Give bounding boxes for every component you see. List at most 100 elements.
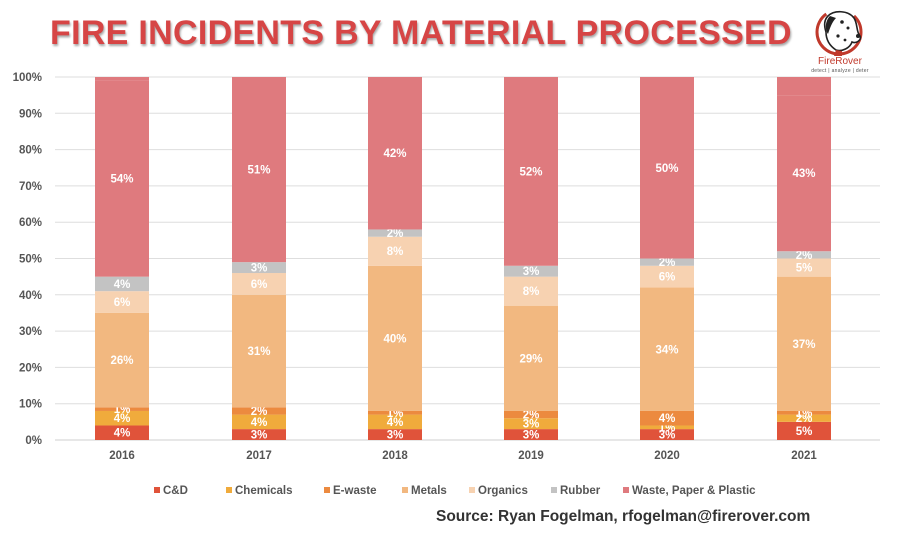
logo-tagline: detect | analyze | deter [811, 68, 869, 74]
bar-segment [368, 236, 422, 266]
bar-segment-remainder [95, 77, 149, 81]
data-label: 3% [523, 430, 540, 442]
bar-segment [95, 276, 149, 292]
data-label: 3% [659, 430, 676, 442]
x-tick-label: 2016 [109, 450, 135, 462]
bar-segment [777, 251, 831, 259]
data-label: 4% [387, 417, 404, 429]
legend-swatch [154, 487, 160, 493]
legend: C&D Chemicals E-waste Metals Organics Rubber W… [154, 485, 756, 497]
data-label: 3% [251, 263, 268, 275]
source-credit: Source: Ryan Fogelman, rfogelman@firerov… [436, 508, 811, 525]
bar-segment [777, 414, 831, 422]
data-label: 37% [792, 339, 815, 351]
data-label: 2% [659, 257, 676, 269]
data-label: 2% [796, 413, 813, 425]
bar-segment [95, 425, 149, 440]
bar-segment [232, 429, 286, 440]
legend-swatch [469, 487, 475, 493]
data-label: 26% [110, 355, 133, 367]
data-label: 50% [655, 163, 678, 175]
chart-title: FIRE INCIDENTS BY MATERIAL PROCESSED [50, 14, 792, 52]
data-label: 3% [523, 266, 540, 278]
data-label: 6% [251, 279, 268, 291]
data-label: 4% [114, 279, 131, 291]
legend-swatch [623, 487, 629, 493]
bar-segment [232, 294, 286, 408]
bar-segment [777, 421, 831, 440]
legend-label: Chemicals [235, 485, 293, 497]
data-label: 54% [110, 174, 133, 186]
y-tick-label: 50% [19, 254, 42, 266]
data-label: 51% [247, 165, 270, 177]
dalmatian-dog-icon [815, 8, 863, 56]
bar-segment-remainder [777, 77, 831, 96]
legend-label: Metals [411, 485, 447, 497]
legend-label: C&D [163, 485, 188, 497]
bar-segment [368, 229, 422, 237]
bar-segment [504, 276, 558, 306]
bar-segment [640, 287, 694, 411]
y-tick-label: 100% [13, 72, 42, 84]
legend-swatch [324, 487, 330, 493]
bar-segment [777, 95, 831, 252]
data-label: 6% [659, 272, 676, 284]
data-label: 52% [519, 166, 542, 178]
data-label: 4% [114, 413, 131, 425]
bar-segment [504, 77, 558, 266]
bar-segment [232, 414, 286, 430]
legend-label: Waste, Paper & Plastic [632, 485, 756, 497]
y-tick-label: 20% [19, 362, 42, 374]
legend-label: Rubber [560, 485, 601, 497]
bar-segment [95, 410, 149, 426]
data-label: 5% [796, 426, 813, 438]
data-label: 29% [519, 353, 542, 365]
bar-segment [368, 429, 422, 440]
y-tick-label: 90% [19, 108, 42, 120]
bar-segment [640, 410, 694, 426]
data-label: 31% [247, 346, 270, 358]
x-axis-ticks: 2016 2017 2018 2019 2020 2021 [109, 450, 817, 462]
bar-segment [640, 77, 694, 259]
bar-segment [504, 418, 558, 430]
legend-label: E-waste [333, 485, 376, 497]
bar-segment [504, 429, 558, 440]
y-tick-label: 70% [19, 181, 42, 193]
data-label: 3% [387, 430, 404, 442]
bar-segment [368, 414, 422, 430]
bar-segment [95, 407, 149, 411]
y-tick-label: 40% [19, 290, 42, 302]
bar-segment [504, 265, 558, 277]
x-tick-label: 2021 [791, 450, 817, 462]
data-label: 2% [251, 406, 268, 418]
data-label: 2% [523, 410, 540, 422]
bar-segment [232, 262, 286, 274]
bar-segment [777, 276, 831, 411]
bar-segment [232, 77, 286, 263]
legend-swatch [226, 487, 232, 493]
legend-swatch [551, 487, 557, 493]
x-tick-label: 2020 [654, 450, 680, 462]
data-label: 34% [655, 344, 678, 356]
y-tick-label: 30% [19, 326, 42, 338]
y-tick-label: 80% [19, 145, 42, 157]
data-label: 4% [659, 413, 676, 425]
stacked-bar-chart: 0%10%20%30%40%50%60%70%80%90%100% 4%4%1%… [13, 72, 880, 497]
data-label: 5% [796, 263, 813, 275]
bar-segment [504, 410, 558, 419]
bar-segment [640, 258, 694, 266]
data-label: 3% [523, 419, 540, 431]
bar-segment [368, 77, 422, 230]
data-label: 4% [114, 428, 131, 440]
data-label: 4% [251, 417, 268, 429]
x-tick-label: 2017 [246, 450, 272, 462]
y-tick-label: 60% [19, 217, 42, 229]
legend-swatch [402, 487, 408, 493]
bar-segment [368, 265, 422, 411]
bar-segment [640, 429, 694, 440]
data-label: 2% [796, 250, 813, 262]
legend-label: Organics [478, 485, 528, 497]
bar-segment [640, 265, 694, 288]
bar-segment [95, 291, 149, 313]
x-tick-label: 2018 [382, 450, 408, 462]
